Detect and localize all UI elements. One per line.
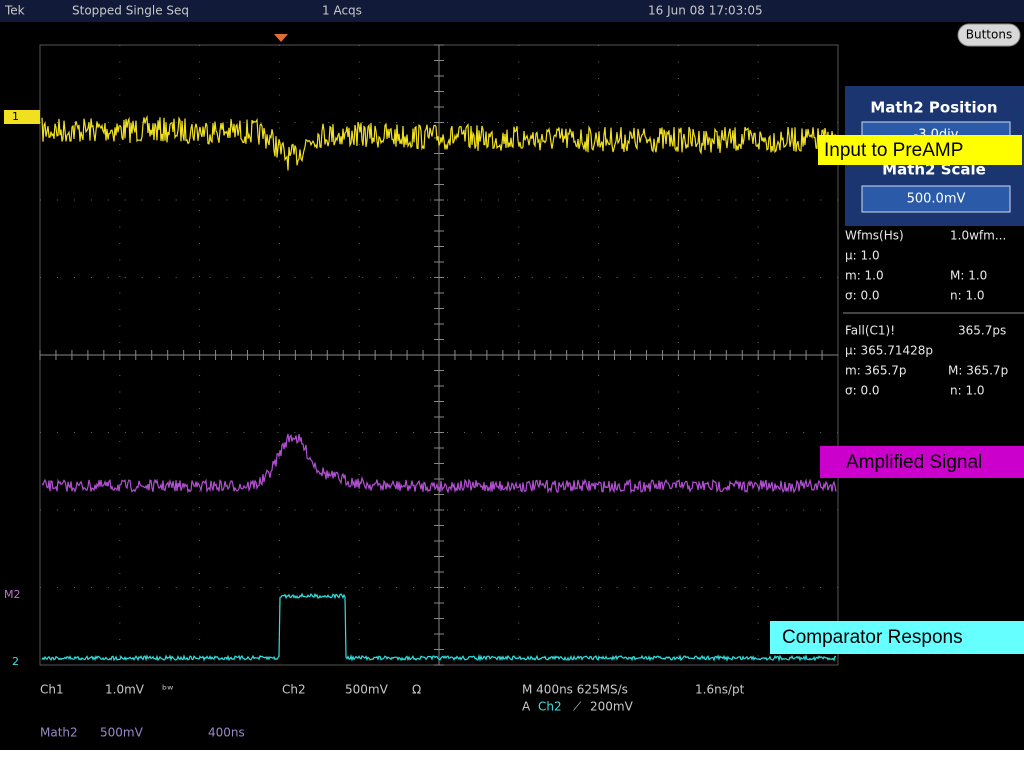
graticule (39, 44, 839, 666)
meas-max: M: 1.0 (950, 269, 987, 283)
timestamp: 16 Jun 08 17:03:05 (648, 4, 763, 18)
meas-name: Wfms(Hs) (845, 229, 904, 243)
trigger: A (522, 700, 531, 714)
trigger-slope: ⟋ (573, 700, 582, 714)
trigger-source: Ch2 (538, 700, 562, 714)
annotation: Input to PreAMP (824, 140, 963, 161)
ch2-marker: 2 (12, 655, 19, 668)
meas-max: M: 365.7p (948, 364, 1008, 378)
acqs: 1 Acqs (322, 4, 362, 18)
trigger-level: 200mV (590, 700, 634, 714)
m2-marker: M2 (4, 588, 21, 601)
ch1-bw: ᵇʷ (162, 683, 173, 697)
math-scale: 500mV (100, 726, 144, 740)
math: Math2 (40, 726, 78, 740)
ch2-scale: 500mV (345, 683, 389, 697)
ch2-term: Ω (412, 683, 421, 697)
meas-min: m: 1.0 (845, 269, 884, 283)
resolution: 1.6ns/pt (695, 683, 745, 697)
scale-box[interactable] (861, 185, 1011, 213)
horizontal: M 400ns 625MS/s (522, 683, 628, 697)
meas-name: Fall(C1)! (845, 324, 895, 338)
trigger-pos (274, 34, 288, 42)
ch1-scale: 1.0mV (105, 683, 145, 697)
annotation: Amplified Signal (846, 452, 982, 473)
annotation: Comparator Respons (782, 627, 963, 648)
meas-mean: µ: 1.0 (845, 249, 880, 263)
measurement-1: Wfms(Hs) 1.0wfm... µ: 1.0 m: 1.0 M: 1.0 … (845, 229, 1006, 303)
meas-min: m: 365.7p (845, 364, 907, 378)
meas-count: n: 1.0 (950, 289, 985, 303)
buttons-button[interactable] (957, 23, 1021, 47)
scale-value[interactable]: 500.0mV (907, 192, 966, 207)
waveforms (41, 114, 837, 663)
state: Stopped Single Seq (72, 4, 189, 18)
meas-mean: µ: 365.71428p (845, 344, 933, 358)
meas-value: 365.7ps (958, 324, 1006, 338)
measurement-2: Fall(C1)! 365.7ps µ: 365.71428p m: 365.7… (845, 324, 1008, 398)
position-title: Math2 Position (870, 99, 997, 117)
math-time: 400ns (208, 726, 245, 740)
ch1: Ch1 (40, 683, 64, 697)
waveform (41, 592, 837, 663)
brand: Tek (4, 4, 25, 18)
ch2: Ch2 (282, 683, 306, 697)
waveform (41, 114, 837, 171)
meas-std: σ: 0.0 (845, 384, 880, 398)
ch1-marker (4, 110, 40, 124)
meas-value: 1.0wfm... (950, 229, 1006, 243)
annotation-box (770, 621, 1024, 654)
waveform (41, 433, 837, 494)
annotation-box (820, 446, 1024, 478)
meas-count: n: 1.0 (950, 384, 985, 398)
ch1-marker-label: 1 (12, 110, 19, 123)
annotation-box (818, 135, 1022, 165)
readout: Ch1 1.0mV ᵇʷ Ch2 500mV Ω M 400ns 625MS/s… (40, 683, 745, 740)
buttons-label[interactable]: Buttons (966, 28, 1012, 42)
meas-std: σ: 0.0 (845, 289, 880, 303)
status-bar (0, 0, 1024, 22)
